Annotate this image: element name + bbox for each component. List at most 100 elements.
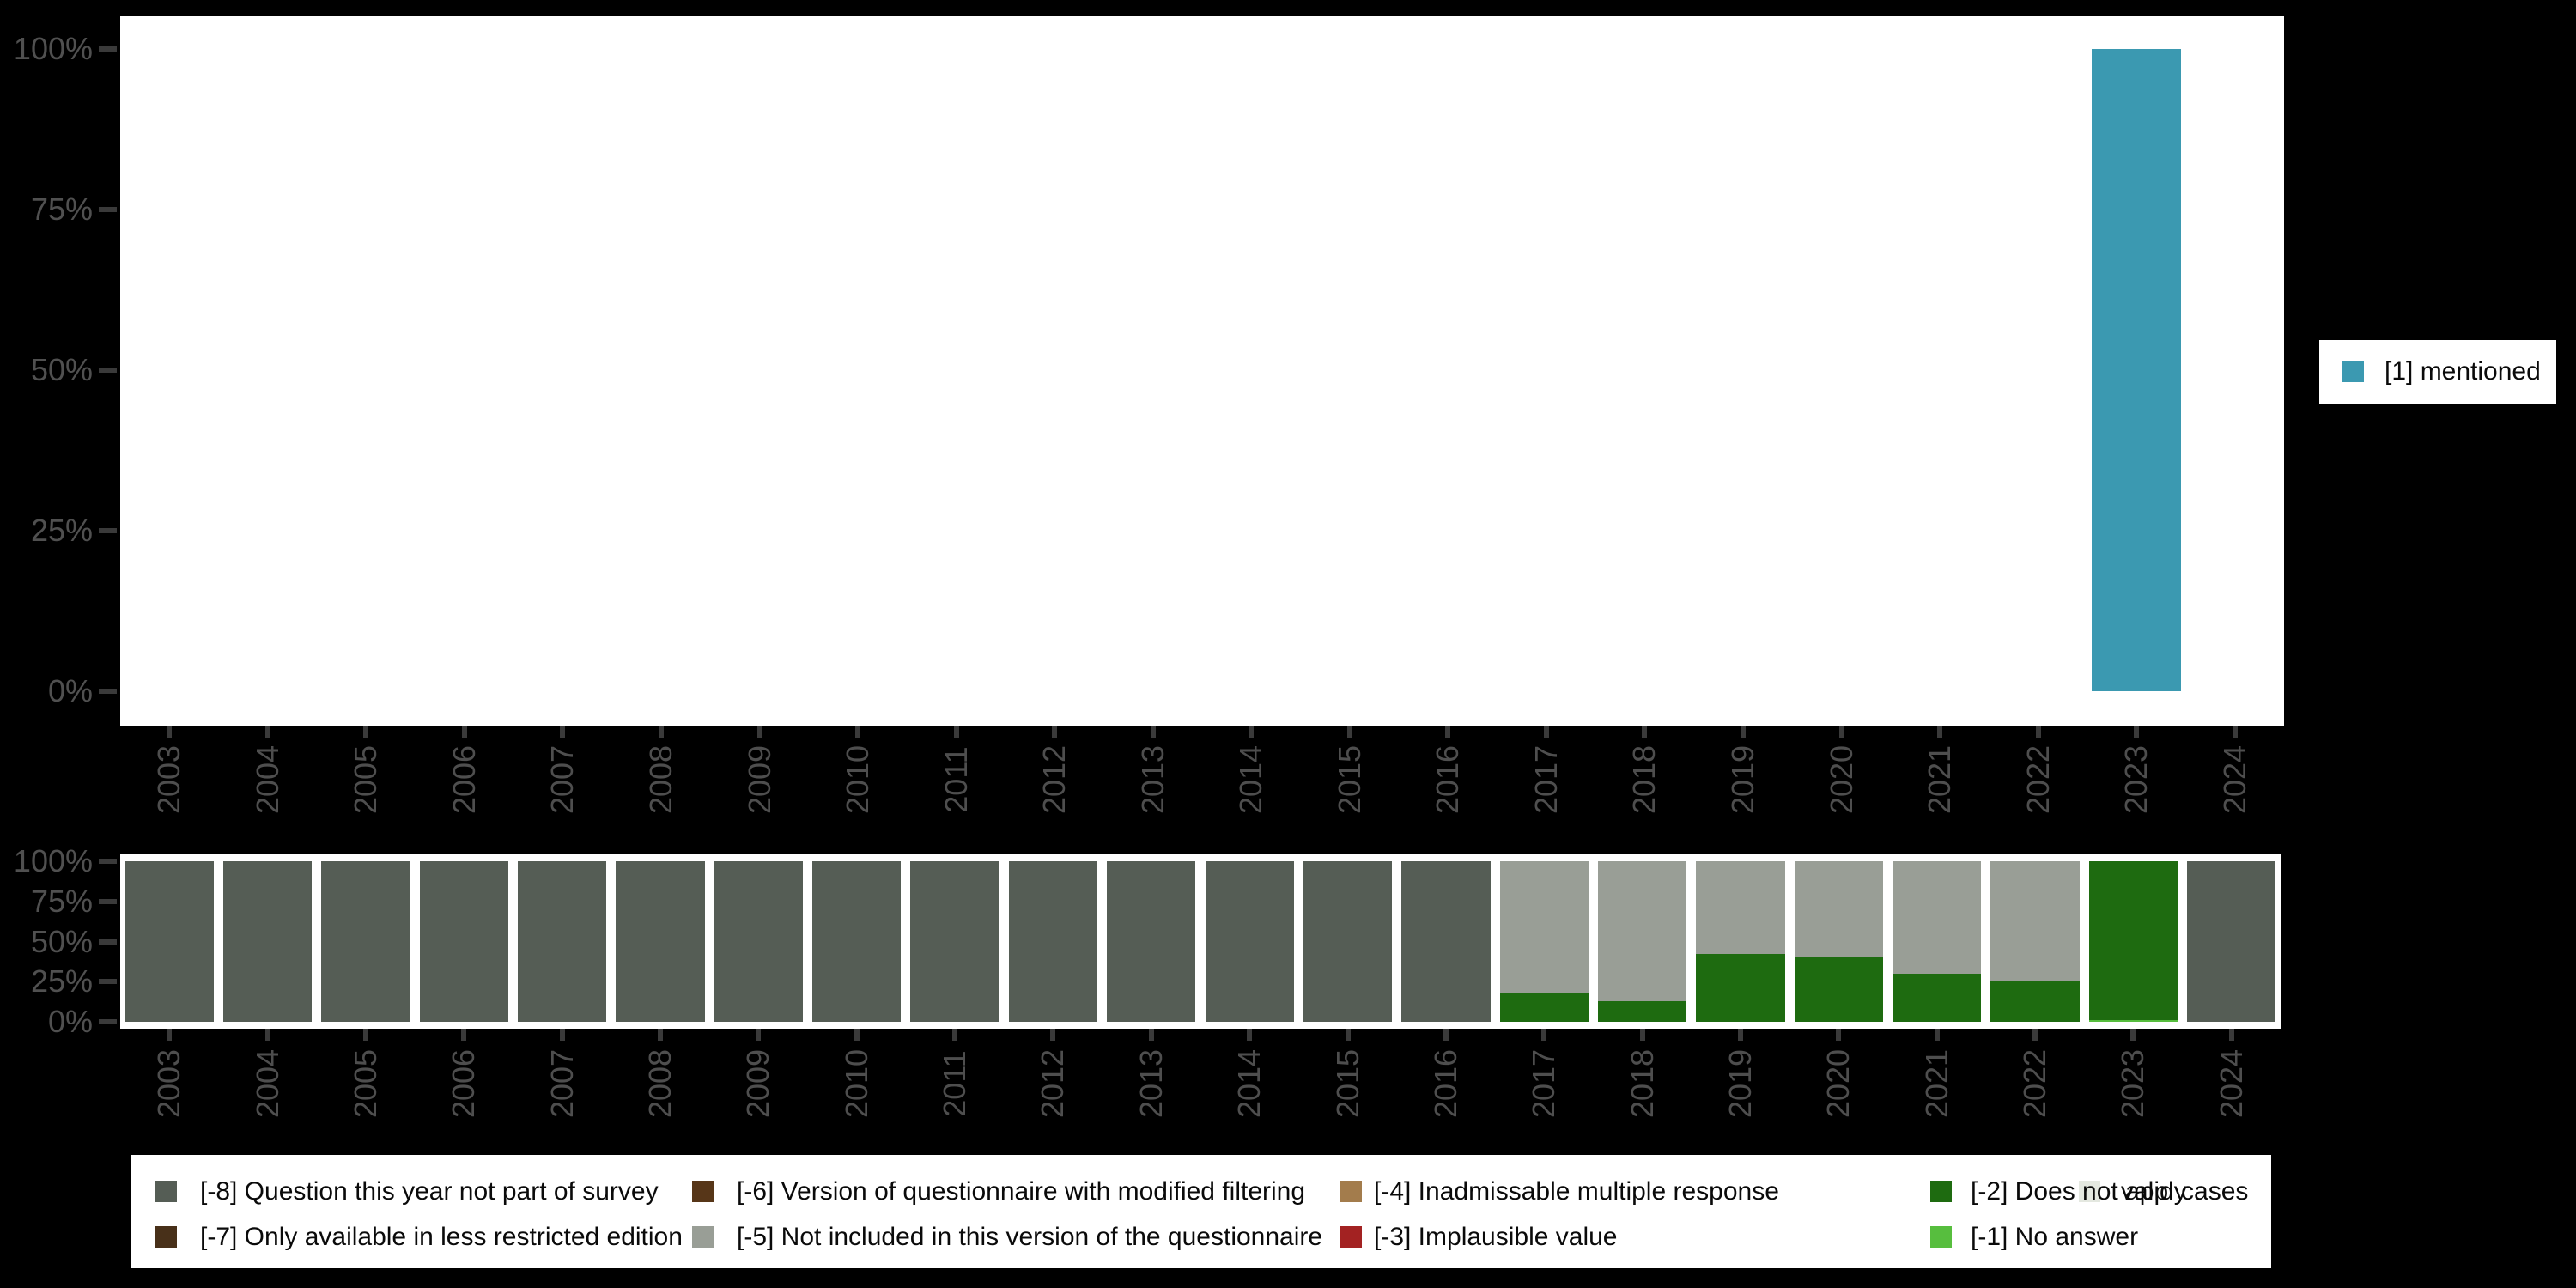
x-tick-label: 2015 [1331,744,1367,815]
legend-swatch [1930,1181,1952,1202]
bar-segment [125,861,214,1022]
x-tick [1543,726,1549,738]
x-tick [264,1029,270,1041]
bar-segment [1597,861,1687,1001]
y-tick-label: 50% [30,352,93,387]
bar-segment [419,861,508,1022]
legend-label: [-2] Does not apply [1971,1177,2187,1206]
x-tick-label: 2022 [2020,744,2056,815]
x-tick [264,726,270,738]
x-tick [2130,1029,2136,1041]
x-tick-label: 2014 [1233,744,1269,815]
legend-label: [-5] Not included in this version of the… [737,1223,1323,1251]
bar-segment [2092,49,2181,691]
legend-label: [-3] Implausible value [1374,1223,1618,1251]
x-tick-label: 2005 [347,1048,383,1119]
legend-swatch [692,1226,714,1248]
x-tick [1738,1029,1743,1041]
bar-segment [1107,861,1196,1022]
y-tick-label: 25% [30,513,93,548]
x-tick [362,1029,368,1041]
x-tick [2228,1029,2234,1041]
bar-segment [812,861,902,1022]
y-tick [99,1019,117,1024]
y-tick [99,689,117,694]
x-tick-label: 2024 [2213,1048,2249,1119]
x-tick-label: 2011 [937,1050,973,1117]
y-tick [99,898,117,904]
y-tick [99,859,117,864]
x-tick-label: 2024 [2216,744,2252,815]
y-tick [99,528,117,533]
bar-segment [1008,861,1098,1022]
x-tick-label: 2011 [938,746,974,813]
x-tick [2232,726,2238,738]
legend-swatch [155,1181,177,1202]
bar-segment [910,861,999,1022]
legend-label: [-4] Inadmissable multiple response [1374,1177,1779,1206]
legend-swatch [2079,1181,2100,1202]
bar-segment [321,861,410,1022]
x-tick [854,1029,860,1041]
x-tick [1150,726,1156,738]
x-tick-label: 2017 [1526,1048,1562,1119]
bar-segment [1990,861,2080,982]
legend-label: [-8] Question this year not part of surv… [200,1177,659,1206]
x-tick-label: 2015 [1329,1048,1365,1119]
legend-swatch [155,1226,177,1248]
x-tick-label: 2005 [348,744,384,815]
x-tick [1541,1029,1547,1041]
x-tick [1937,726,1943,738]
x-tick [1443,1029,1449,1041]
x-tick-label: 2007 [544,1048,580,1119]
bar-segment [1990,981,2080,1022]
x-tick-label: 2016 [1427,1048,1463,1119]
x-tick-label: 2021 [1918,1048,1954,1119]
x-tick [953,726,959,738]
x-tick-label: 2023 [2118,744,2154,815]
x-tick-label: 2006 [446,744,482,815]
x-tick-label: 2018 [1624,1048,1660,1119]
x-tick [1247,1029,1253,1041]
x-tick-label: 2003 [151,744,187,815]
x-tick [167,726,173,738]
x-tick [1345,1029,1351,1041]
x-tick [461,1029,467,1041]
x-tick [1642,726,1648,738]
y-tick-label: 75% [30,883,93,919]
bar-segment [1893,973,1982,1022]
x-tick-label: 2004 [249,1048,285,1119]
legend-swatch [1340,1226,1362,1248]
bar-segment [1696,861,1785,955]
x-tick-label: 2004 [249,744,285,815]
top-legend-label: [1] mentioned [2385,357,2541,386]
x-tick-label: 2009 [741,744,777,815]
x-tick [855,726,861,738]
x-tick [1148,1029,1154,1041]
legend-swatch [1340,1181,1362,1202]
x-tick [952,1029,958,1041]
bar-segment [1205,861,1294,1022]
bar-segment [616,861,705,1022]
x-tick [559,1029,565,1041]
bar-segment [1794,957,1884,1022]
bar-segment [2088,861,2178,1021]
x-tick-label: 2021 [1922,744,1958,815]
legend-swatch-mentioned [2342,361,2364,382]
x-tick [461,726,467,738]
x-tick-label: 2006 [446,1048,482,1119]
legend-label: valid cases [2121,1177,2249,1206]
y-tick [99,368,117,373]
y-tick [99,979,117,985]
x-tick [2134,726,2140,738]
x-tick-label: 2003 [151,1048,187,1119]
x-tick [1346,726,1352,738]
x-tick [1639,1029,1645,1041]
x-tick-label: 2012 [1035,1048,1071,1119]
y-tick-label: 100% [13,31,93,66]
y-tick-label: 25% [30,963,93,999]
y-tick-label: 0% [47,1004,93,1039]
y-tick-label: 0% [47,673,93,708]
y-tick [99,207,117,212]
bar-segment [714,861,804,1022]
